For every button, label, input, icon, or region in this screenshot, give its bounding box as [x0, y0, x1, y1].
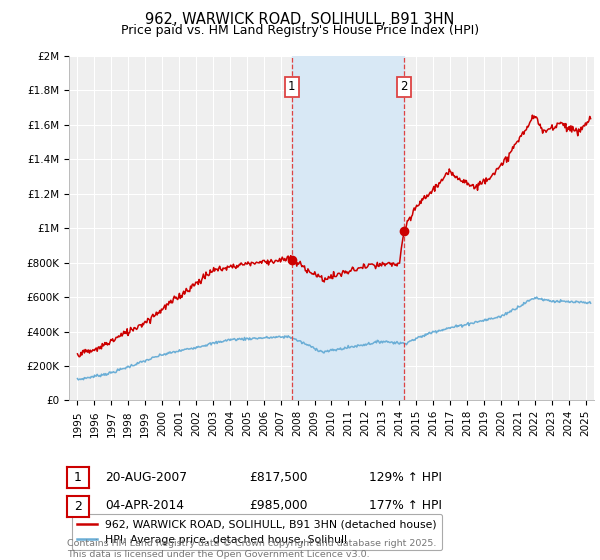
- Text: 1: 1: [288, 81, 295, 94]
- Bar: [292, 56, 404, 400]
- Text: Contains HM Land Registry data © Crown copyright and database right 2025.: Contains HM Land Registry data © Crown c…: [67, 539, 437, 548]
- Text: 1: 1: [74, 471, 82, 484]
- Text: 129% ↑ HPI: 129% ↑ HPI: [369, 470, 442, 484]
- Text: 2: 2: [400, 81, 407, 94]
- Text: 20-AUG-2007: 20-AUG-2007: [105, 470, 187, 484]
- Text: 04-APR-2014: 04-APR-2014: [105, 499, 184, 512]
- Text: Price paid vs. HM Land Registry's House Price Index (HPI): Price paid vs. HM Land Registry's House …: [121, 24, 479, 37]
- Text: 2: 2: [74, 500, 82, 513]
- Legend: 962, WARWICK ROAD, SOLIHULL, B91 3HN (detached house), HPI: Average price, detac: 962, WARWICK ROAD, SOLIHULL, B91 3HN (de…: [72, 514, 442, 550]
- Text: £985,000: £985,000: [249, 499, 308, 512]
- Text: 177% ↑ HPI: 177% ↑ HPI: [369, 499, 442, 512]
- Text: £817,500: £817,500: [249, 470, 308, 484]
- Text: 962, WARWICK ROAD, SOLIHULL, B91 3HN: 962, WARWICK ROAD, SOLIHULL, B91 3HN: [145, 12, 455, 27]
- Text: This data is licensed under the Open Government Licence v3.0.: This data is licensed under the Open Gov…: [67, 550, 370, 559]
